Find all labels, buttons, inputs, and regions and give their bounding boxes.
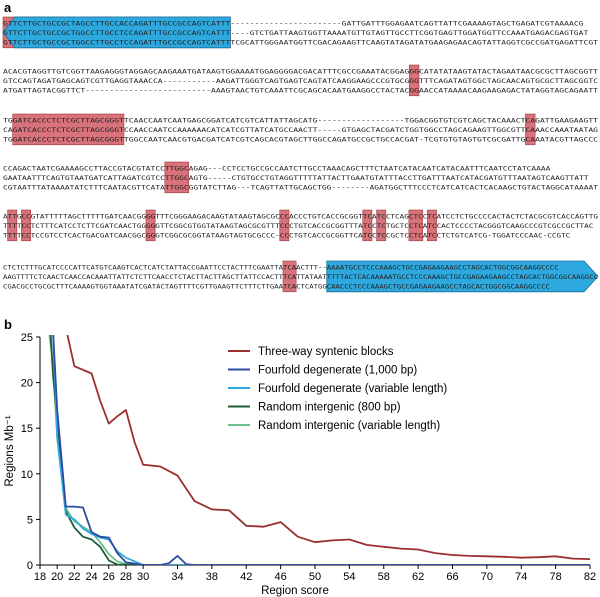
- conserved-block: [7, 209, 18, 242]
- x-tick-label: 62: [412, 571, 424, 583]
- alignment-rows: GTTCTTGCTGCCGCTAGCCTTGCCACCAGATTTGCCGCCA…: [2, 16, 599, 293]
- x-tick-label: 26: [103, 571, 115, 583]
- panel-b-label: b: [4, 317, 12, 332]
- conserved-block: [427, 209, 437, 242]
- conserved-block: [408, 209, 424, 242]
- series-line-4: [48, 335, 590, 565]
- alignment-block-3: TGGATCACCCTCTCGCTTAGCGGGTTCAACCAATCAATGA…: [3, 113, 598, 146]
- sequence-line: GTTCTTGCTGCCGCTGGCCTTGCCTCCAGATTTGCCGCCA…: [3, 40, 598, 47]
- series-line-2: [52, 335, 590, 565]
- conserved-block: [164, 161, 189, 194]
- x-tick-label: 22: [68, 571, 80, 583]
- conserved-block: [376, 209, 387, 242]
- sequence-line: ACACGTAGGTTGTCGGTTAAGAGGGTAGGAGCAAGAAATG…: [3, 68, 598, 75]
- sequence-line: CGACGCCTGCGCTTTCAAAAGTGGTAAATATCGATACTAG…: [3, 284, 550, 291]
- sequence-line: TGGATCACCCTCTCGCTTAGCGGGTTCAACCAATCAATGA…: [3, 117, 598, 124]
- sequence-line: CGTAATTTATAAAATATCTTTCAATACGTTCATATTGGCG…: [3, 185, 598, 192]
- x-tick-label: 50: [309, 571, 321, 583]
- sequence-line: CCAGACTAATCGAAAAGCCTTACCGTACGTATCCTTGGCA…: [3, 165, 551, 172]
- sequence-line: AAGTTTTCTCAACTCAACCACAAATTATTCTCTTCAACCT…: [3, 274, 598, 281]
- x-tick-label: 54: [343, 571, 355, 583]
- conserved-block: [525, 113, 536, 146]
- sequence-line: GAATAATTTCAGTGTAATGATCATTAGATCGTCCTTGGCA…: [3, 175, 589, 182]
- alignment-block-1: GTTCTTGCTGCCGCTAGCCTTGCCACCAGATTTGCCGCCA…: [2, 16, 598, 49]
- x-tick-label: 82: [584, 571, 596, 583]
- sequence-line: GTCCAGTAGATGAGCAGTCGTTGAGGTAAACCA-------…: [3, 78, 598, 85]
- conserved-block: [145, 209, 156, 242]
- legend-label-2: Fourfold degenerate (variable length): [258, 383, 447, 395]
- series-line-0: [66, 335, 590, 560]
- alignment-block-6: CTCTCTTTGCATCCCCATTCATGTCAAGTCACTCATCTAT…: [3, 260, 599, 293]
- x-axis-label: Region score: [261, 585, 329, 597]
- x-tick-label: 28: [120, 571, 132, 583]
- conserved-block: [362, 209, 373, 242]
- alignment-block-5: ATTGCCGTATTTTTAGCTTTTTGATCAACGGGGTTTCGGG…: [3, 209, 598, 242]
- y-tick-label: 15: [21, 423, 33, 435]
- chart-series: [48, 335, 590, 565]
- x-tick-label: 38: [206, 571, 218, 583]
- y-tick-label: 10: [21, 469, 33, 481]
- x-tick-label: 46: [275, 571, 287, 583]
- y-tick-label: 20: [21, 378, 33, 390]
- x-tick-label: 42: [240, 571, 252, 583]
- series-line-1: [52, 335, 590, 565]
- conserved-block: [279, 209, 290, 242]
- x-tick-label: 74: [515, 571, 527, 583]
- x-tick-label: 24: [85, 571, 97, 583]
- alignment-block-2: ACACGTAGGTTGTCGGTTAAGAGGGTAGGAGCAAGAAATG…: [3, 64, 598, 97]
- feature-arrow-right: [326, 260, 599, 293]
- sequence-line: CAGATCACCCTCTCGCTTAGCGGGTCCAACCAATCCAAAA…: [3, 127, 598, 134]
- conserved-block: [409, 64, 420, 97]
- x-tick-label: 66: [446, 571, 458, 583]
- legend-label-1: Fourfold degenerate (1,000 bp): [258, 365, 417, 377]
- sequence-line: GTTCTTGCTGCCGCTGGCCTTGCCTCCAGATTTGCCGCCA…: [3, 30, 589, 37]
- sequence-line: TTTTCCTCTTTCATCCTCTTCGATCAACTGGGGGTTCGGC…: [3, 223, 594, 230]
- legend-label-0: Three-way syntenic blocks: [258, 346, 394, 358]
- x-tick-label: 30: [137, 571, 149, 583]
- sequence-alignment-panel: a GTTCTTGCTGCCGCTAGCCTTGCCACCAGATTTGCCGC…: [2, 0, 599, 293]
- legend-label-3: Random intergenic (800 bp): [258, 402, 401, 414]
- x-tick-label: 70: [481, 571, 493, 583]
- sequence-line: CTCTCTTTGCATCCCCATTCATGTCAAGTCACTCATCTAT…: [3, 264, 559, 271]
- x-tick-label: 18: [34, 571, 46, 583]
- chart-legend: Three-way syntenic blocks Fourfold degene…: [228, 346, 447, 432]
- x-tick-label: 58: [378, 571, 390, 583]
- y-tick-label: 0: [27, 560, 33, 572]
- conserved-block: [282, 260, 297, 293]
- sequence-line: TTTTCCTCCGTCCTCACTGACGATCAACGGCGGGTCGGCG…: [3, 233, 571, 240]
- x-tick-label: 78: [550, 571, 562, 583]
- feature-arrow-left: [2, 16, 231, 49]
- series-line-3: [49, 335, 590, 565]
- panel-a-label: a: [4, 0, 12, 15]
- x-tick-label: 20: [51, 571, 63, 583]
- y-axis-label: Regions Mb⁻¹: [4, 415, 16, 486]
- conserved-block: [21, 209, 31, 242]
- alignment-block-4: CCAGACTAATCGAAAAGCCTTACCGTACGTATCCTTGGCA…: [3, 161, 598, 194]
- x-tick-label: 34: [171, 571, 183, 583]
- legend-label-4: Random intergenic (variable length): [258, 420, 440, 432]
- sequence-line: ATTGCCGTATTTTTAGCTTTTTGATCAACGGGGTTTCGGG…: [3, 213, 598, 220]
- sequence-line: GTTCTTGCTGCCGCTAGCCTTGCCACCAGATTTGCCGCCA…: [3, 20, 584, 27]
- region-score-chart: b 0 5 10 15 20 25 18 20 22 24 26 28 30 34 38 42 46 50 54 58…: [4, 317, 596, 597]
- y-tick-label: 25: [21, 332, 33, 344]
- sequence-line: ATGATTAGTACGGTTCT-----------------------…: [3, 88, 598, 95]
- sequence-line: TGGATCACCCTCTCGCTTAGCGGGTTGGCCAATCAACGTG…: [3, 137, 598, 144]
- y-tick-label: 5: [27, 514, 33, 526]
- conserved-block: [12, 113, 125, 146]
